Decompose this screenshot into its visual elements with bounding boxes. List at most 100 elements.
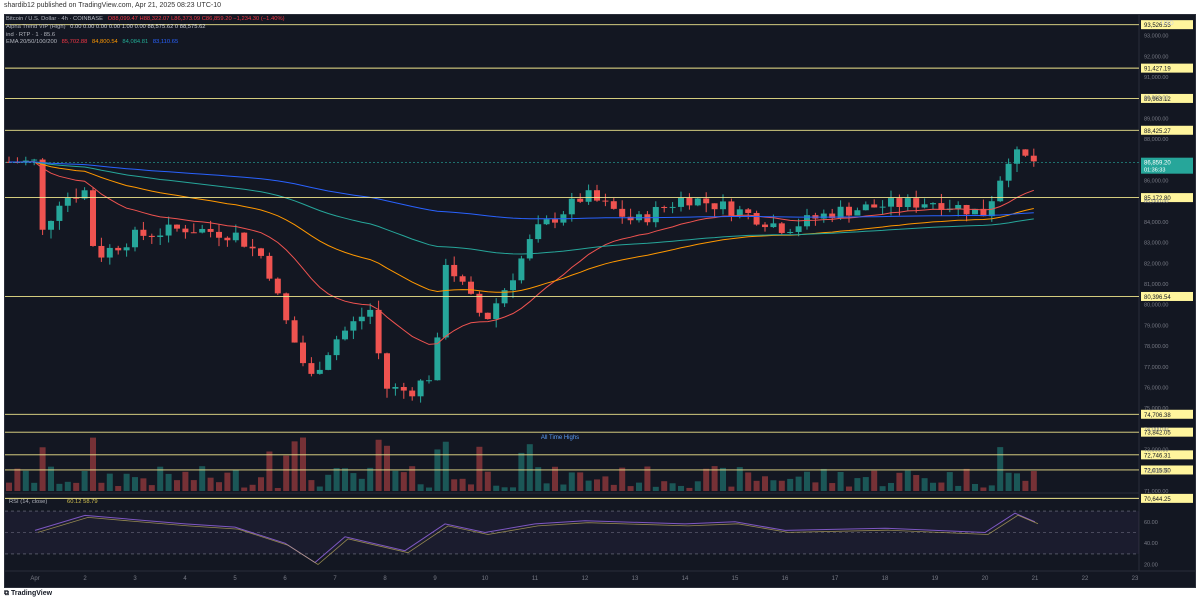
- volume-bar: [896, 472, 903, 491]
- candle: [686, 197, 693, 206]
- candle: [90, 190, 96, 246]
- bar-countdown: 01:36:33: [1144, 168, 1165, 174]
- legend-symbol[interactable]: Bitcoin / U.S. Dollar · 4h · COINBASE: [6, 16, 103, 22]
- price-tick-label: 90,000.00: [1144, 96, 1168, 102]
- candle: [249, 246, 256, 249]
- candle: [778, 223, 785, 233]
- volume-bar: [174, 480, 180, 491]
- volume-bar: [39, 447, 46, 491]
- candle: [518, 258, 525, 281]
- volume-bar: [451, 479, 458, 491]
- volume-bar: [14, 468, 21, 491]
- candle: [106, 247, 113, 258]
- rsi-title: RSI (14, close): [9, 499, 47, 505]
- volume-bar: [938, 482, 945, 491]
- candle: [1014, 149, 1020, 164]
- time-axis-label: 17: [832, 576, 839, 582]
- candle: [552, 219, 558, 223]
- time-axis-label: 16: [782, 576, 789, 582]
- price-tick-label: 88,000.00: [1144, 137, 1168, 143]
- legend-indicator2-name[interactable]: ind · RTP · 1 · 85.6: [6, 31, 56, 38]
- candle: [694, 198, 701, 206]
- volume-bar: [594, 479, 600, 491]
- candle: [669, 206, 676, 208]
- volume-bar: [921, 478, 928, 491]
- time-axis-label: 21: [1032, 576, 1039, 582]
- price-tick-label: 77,000.00: [1144, 365, 1168, 371]
- volume-bar: [652, 486, 659, 491]
- volume-bar: [585, 480, 592, 491]
- volume-bar: [711, 466, 718, 491]
- volume-bar: [81, 470, 88, 491]
- candle: [997, 180, 1004, 202]
- price-tick-label: 76,000.00: [1144, 385, 1168, 391]
- candle: [241, 232, 248, 247]
- volume-bar: [610, 484, 617, 491]
- legend-indicator1-row: Alpha Trend VIP (High) 0.00 0.00 0.00 0.…: [6, 24, 288, 32]
- tradingview-brand: ⧉ TradingView: [4, 590, 52, 598]
- volume-bar: [770, 480, 777, 491]
- legend-symbol-row: Bitcoin / U.S. Dollar · 4h · COINBASE O8…: [6, 16, 288, 24]
- published-caption: shardib12 published on TradingView.com, …: [4, 2, 222, 9]
- volume-bar: [31, 482, 38, 491]
- volume-bar: [871, 470, 878, 491]
- volume-bar: [333, 468, 340, 491]
- rsi-ma-line: [37, 514, 1039, 565]
- candle: [232, 232, 239, 241]
- candle: [316, 369, 323, 374]
- price-tick-label: 83,000.00: [1144, 241, 1168, 247]
- candle: [652, 206, 659, 223]
- candle: [627, 216, 634, 221]
- volume-bar: [846, 486, 852, 491]
- candle: [274, 278, 281, 294]
- legend-indicator2-row: ind · RTP · 1 · 85.6: [6, 32, 288, 40]
- chart-panel[interactable]: 93,526.55 91,427.19 89,963.12 88,425.27 85,1…: [4, 14, 1196, 588]
- volume-bar: [812, 482, 819, 491]
- volume-bar: [64, 481, 71, 491]
- time-axis-label: 6: [283, 576, 287, 582]
- level-label-box: [1141, 193, 1193, 203]
- volume-bar: [820, 468, 827, 491]
- candle: [384, 353, 390, 389]
- legend-indicator3-name[interactable]: EMA 20/50/100/200: [6, 39, 57, 46]
- volume-bar: [1030, 471, 1037, 491]
- candle: [140, 229, 147, 236]
- volume-bar: [459, 478, 466, 491]
- candle: [862, 204, 869, 211]
- level-label-box: [1141, 465, 1193, 475]
- volume-bar: [1014, 473, 1020, 491]
- level-label: 89,963.12: [1144, 97, 1171, 103]
- candle: [258, 248, 264, 256]
- time-axis-label: 5: [233, 576, 237, 582]
- volume-bar: [745, 472, 752, 491]
- ema-100-line: [9, 161, 1034, 255]
- candle: [73, 197, 80, 199]
- chart-legend: Bitcoin / U.S. Dollar · 4h · COINBASE O8…: [6, 16, 288, 47]
- time-axis-label: 15: [732, 576, 739, 582]
- candle: [476, 293, 483, 313]
- volume-bar: [560, 484, 567, 491]
- level-label-box: [1141, 291, 1193, 301]
- candle: [157, 235, 164, 238]
- volume-bar: [829, 483, 836, 491]
- legend-indicator1-name[interactable]: Alpha Trend VIP (High): [6, 23, 66, 30]
- volume-bar: [1022, 480, 1029, 491]
- candle: [585, 190, 592, 202]
- price-tick-label: 79,000.00: [1144, 323, 1168, 329]
- legend-ema-100: 84,084.81: [122, 39, 149, 46]
- volume-bar: [392, 470, 399, 491]
- level-label: 93,526.55: [1144, 23, 1171, 29]
- volume-bar: [946, 472, 953, 491]
- volume-bar: [325, 474, 332, 491]
- candle: [602, 200, 609, 202]
- volume-bar: [367, 467, 374, 491]
- candle: [291, 320, 298, 343]
- candle: [484, 312, 491, 320]
- chart-svg[interactable]: 93,526.55 91,427.19 89,963.12 88,425.27 85,1…: [5, 15, 1195, 587]
- volume-bar: [182, 471, 189, 491]
- candle: [720, 201, 726, 210]
- candle: [871, 204, 878, 208]
- volume-bar: [862, 477, 869, 491]
- volume-bar: [879, 486, 886, 491]
- candle: [493, 303, 500, 320]
